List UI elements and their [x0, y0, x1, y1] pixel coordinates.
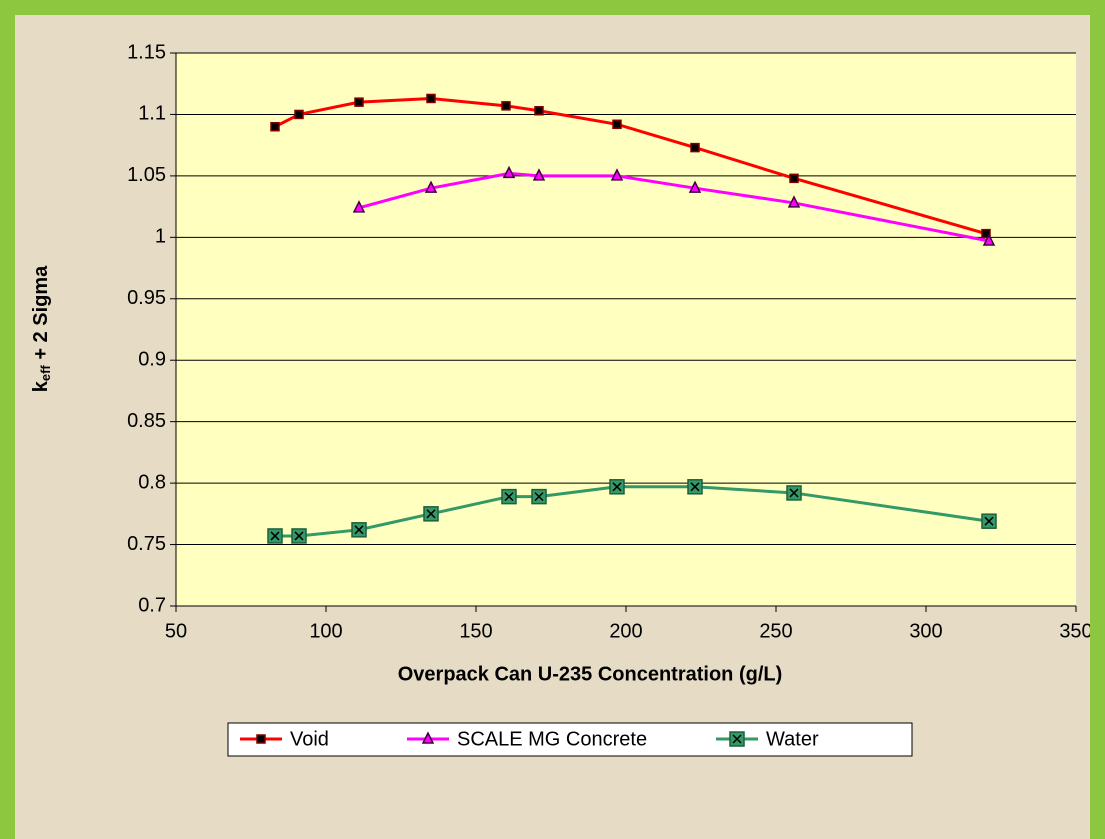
- marker-part: [612, 482, 622, 492]
- y-tick-label: 0.7: [138, 594, 166, 616]
- marker: [256, 734, 266, 744]
- y-tick-label: 1.05: [127, 164, 166, 186]
- marker: [501, 101, 511, 111]
- y-tick-label: 0.8: [138, 471, 166, 493]
- marker-part: [732, 734, 742, 744]
- legend-label: Void: [290, 728, 329, 750]
- marker: [294, 109, 304, 120]
- y-tick-label: 1.15: [127, 41, 166, 63]
- y-tick-label: 0.9: [138, 349, 166, 371]
- legend-label: Water: [766, 728, 819, 750]
- marker: [789, 173, 799, 184]
- marker-part: [504, 492, 514, 502]
- marker: [531, 488, 547, 505]
- series-line: [275, 485, 990, 538]
- marker-part: [354, 525, 364, 535]
- marker: [612, 119, 622, 130]
- marker: [534, 106, 544, 116]
- x-tick-label: 100: [309, 620, 342, 642]
- marker: [270, 121, 280, 132]
- plot-area: [176, 53, 1076, 606]
- marker: [291, 528, 307, 544]
- y-tick-label: 1: [155, 226, 166, 248]
- x-tick-label: 250: [759, 620, 792, 642]
- marker: [687, 479, 703, 495]
- marker: [421, 731, 435, 744]
- y-label-base: k: [30, 380, 52, 392]
- legend-label: SCALE MG Concrete: [457, 728, 647, 750]
- x-tick-label: 200: [609, 620, 642, 642]
- x-axis-label: Overpack Can U-235 Concentration (g/L): [398, 663, 783, 685]
- marker: [981, 228, 991, 239]
- marker: [729, 731, 745, 747]
- y-tick-label: 1.1: [138, 103, 166, 125]
- x-tick-label: 300: [909, 620, 942, 642]
- y-label-rest: + 2 Sigma: [30, 265, 52, 365]
- marker-part: [789, 488, 799, 498]
- marker: [501, 488, 517, 505]
- marker: [426, 93, 436, 104]
- y-label-sub: eff: [38, 365, 53, 382]
- marker-part: [270, 531, 280, 541]
- x-tick-label: 50: [165, 620, 187, 642]
- marker: [690, 142, 700, 153]
- marker-part: [426, 509, 436, 519]
- legend: [227, 722, 913, 757]
- marker: [423, 506, 439, 522]
- marker: [354, 97, 364, 107]
- y-tick-label: 0.95: [127, 287, 166, 309]
- marker-part: [690, 482, 700, 492]
- chart: Overpack Can U-235 Concentration (g/L) k…: [30, 41, 1092, 757]
- marker: [267, 528, 283, 544]
- series-line: [274, 96, 987, 236]
- series-line: [358, 171, 990, 243]
- marker: [352, 200, 366, 213]
- marker: [424, 180, 438, 193]
- marker: [688, 180, 702, 193]
- marker: [609, 479, 625, 495]
- marker-part: [294, 531, 304, 541]
- marker: [787, 195, 801, 208]
- marker: [982, 233, 996, 246]
- marker-part: [984, 516, 994, 526]
- marker: [351, 522, 367, 538]
- marker: [502, 165, 516, 179]
- y-tick-label: 0.85: [127, 410, 166, 432]
- marker: [532, 168, 546, 181]
- x-tick-label: 150: [459, 620, 492, 642]
- marker: [786, 485, 802, 501]
- x-tick-label: 350: [1059, 620, 1092, 642]
- marker: [981, 513, 997, 529]
- marker-part: [534, 492, 544, 502]
- marker: [610, 168, 624, 181]
- y-axis-label: keff + 2 Sigma: [30, 265, 53, 392]
- y-tick-label: 0.75: [127, 533, 166, 555]
